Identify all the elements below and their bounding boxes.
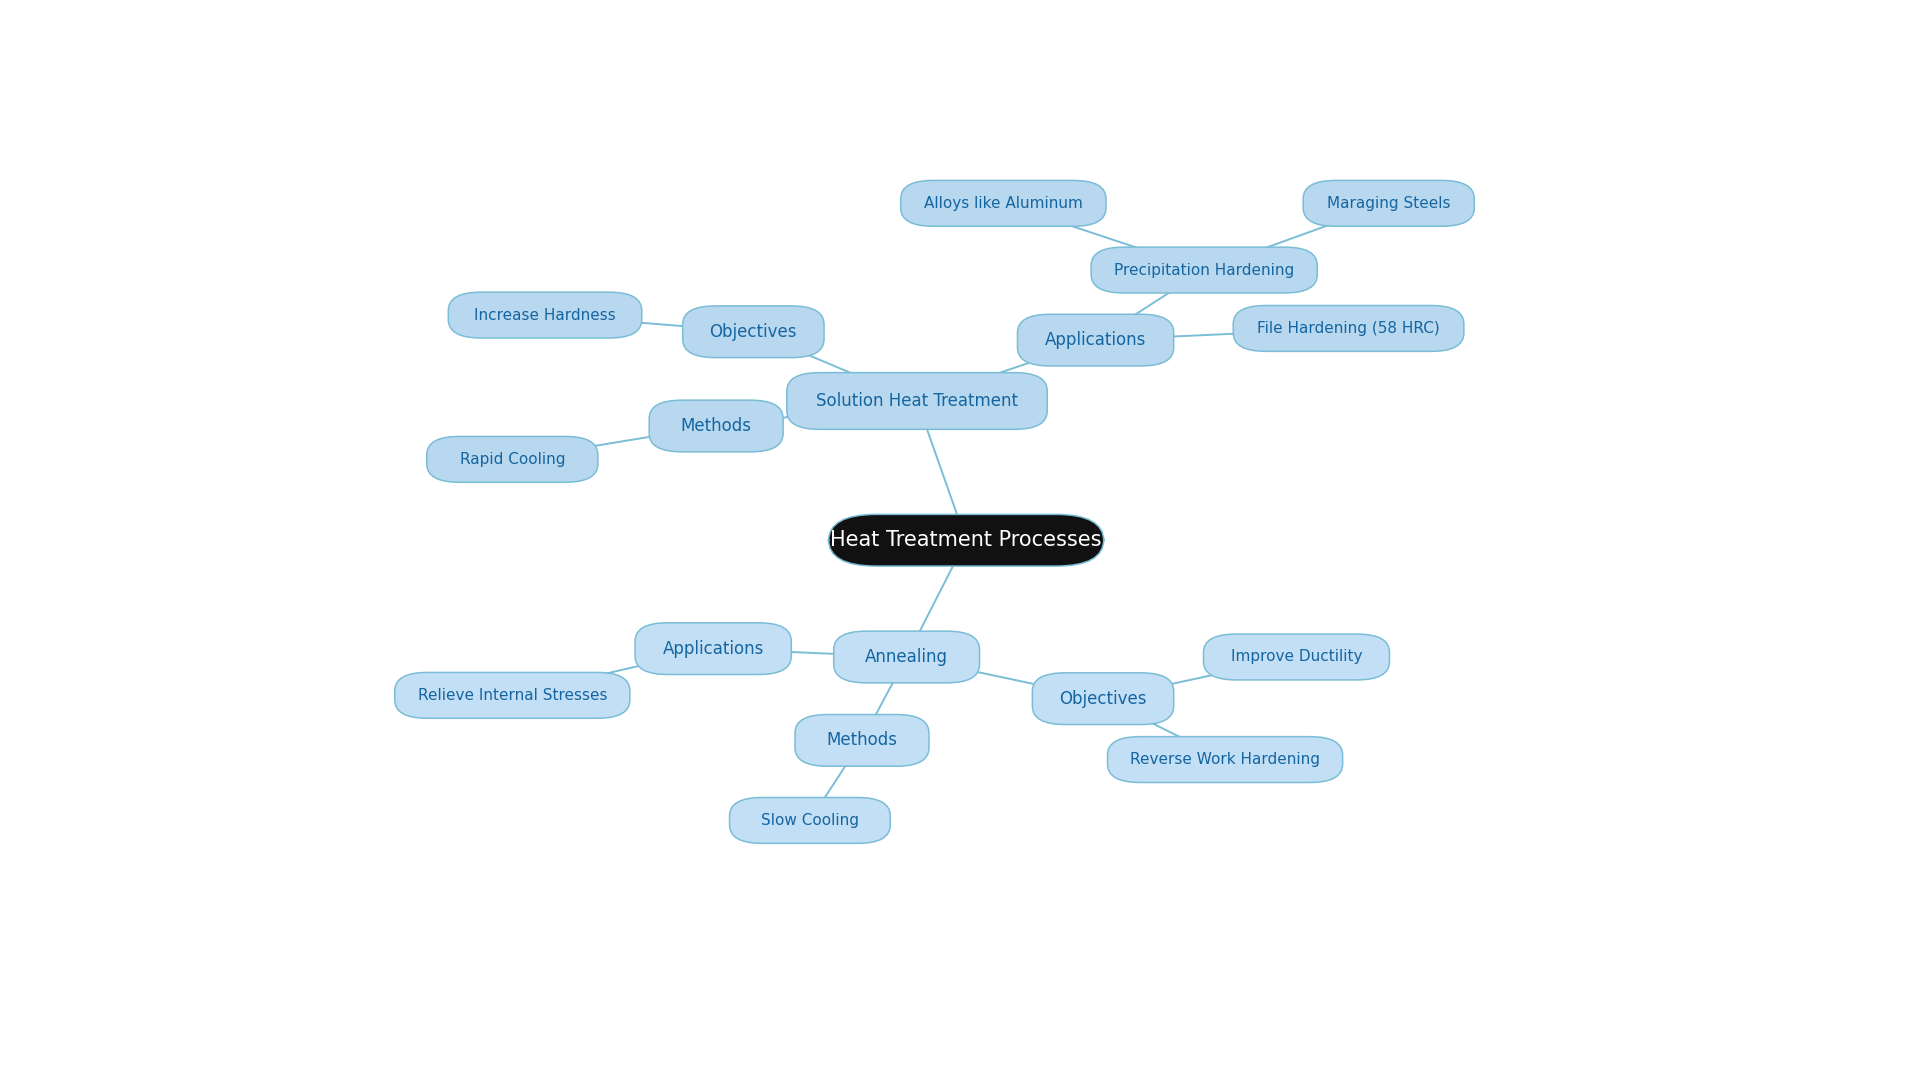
FancyBboxPatch shape [684,305,824,357]
Text: Applications: Applications [662,640,764,657]
Text: Heat Treatment Processes: Heat Treatment Processes [829,531,1102,550]
FancyBboxPatch shape [833,631,979,683]
FancyBboxPatch shape [730,797,891,844]
Text: Increase Hardness: Increase Hardness [474,308,616,323]
FancyBboxPatch shape [396,673,630,718]
Text: Maraging Steels: Maraging Steels [1327,196,1450,211]
Text: Methods: Methods [682,417,751,435]
FancyBboxPatch shape [1304,181,1475,226]
FancyBboxPatch shape [1108,736,1342,783]
Text: Slow Cooling: Slow Cooling [760,813,858,827]
Text: Applications: Applications [1044,331,1146,349]
Text: Annealing: Annealing [866,648,948,666]
Text: Methods: Methods [826,731,897,749]
Text: Objectives: Objectives [710,323,797,341]
FancyBboxPatch shape [900,181,1106,226]
FancyBboxPatch shape [447,292,641,338]
FancyBboxPatch shape [829,514,1104,566]
FancyBboxPatch shape [1091,247,1317,293]
FancyBboxPatch shape [1018,314,1173,366]
FancyBboxPatch shape [787,373,1046,429]
Text: Reverse Work Hardening: Reverse Work Hardening [1131,752,1321,767]
Text: Objectives: Objectives [1060,690,1146,707]
Text: Relieve Internal Stresses: Relieve Internal Stresses [417,688,607,703]
Text: Solution Heat Treatment: Solution Heat Treatment [816,392,1018,410]
FancyBboxPatch shape [795,715,929,767]
FancyBboxPatch shape [1233,305,1463,351]
Text: Improve Ductility: Improve Ductility [1231,650,1361,665]
FancyBboxPatch shape [636,623,791,675]
FancyBboxPatch shape [649,400,783,452]
FancyBboxPatch shape [426,436,597,482]
Text: Rapid Cooling: Rapid Cooling [459,452,564,467]
FancyBboxPatch shape [1033,673,1173,725]
Text: Precipitation Hardening: Precipitation Hardening [1114,262,1294,277]
FancyBboxPatch shape [1204,634,1390,680]
Text: File Hardening (58 HRC): File Hardening (58 HRC) [1258,321,1440,336]
Text: Alloys like Aluminum: Alloys like Aluminum [924,196,1083,211]
